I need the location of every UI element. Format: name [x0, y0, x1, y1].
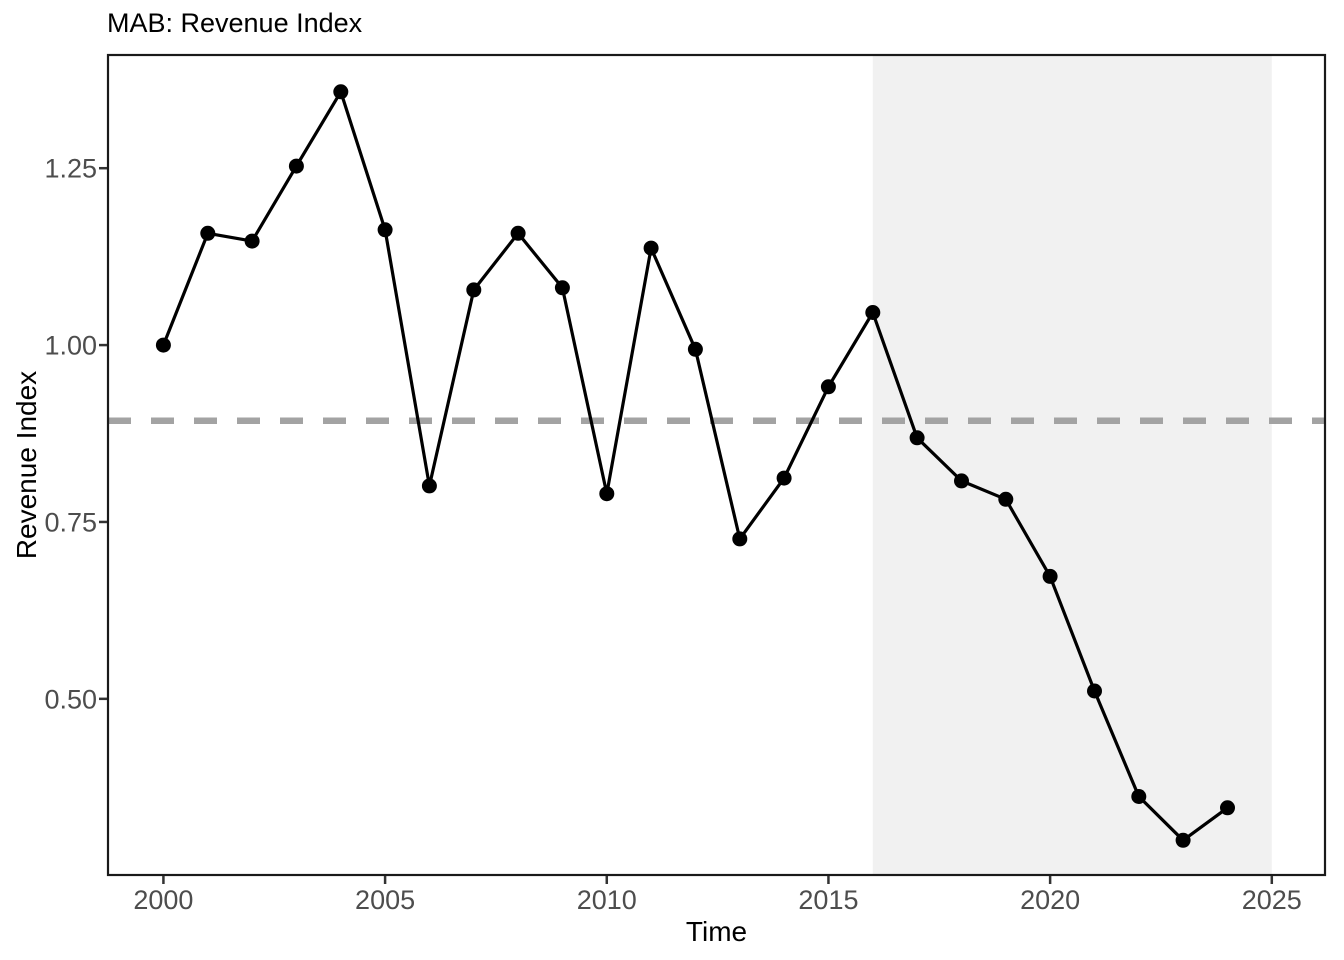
data-point — [1087, 683, 1102, 699]
data-point — [200, 225, 216, 241]
x-axis-tick-label: 2015 — [798, 885, 858, 915]
data-point — [1131, 789, 1147, 804]
x-axis-tick-label: 2000 — [133, 885, 193, 915]
data-point — [909, 430, 925, 446]
data-point — [333, 84, 349, 100]
panel-border — [106, 53, 1327, 877]
data-point — [954, 473, 969, 489]
x-axis-tick-label: 2010 — [577, 885, 637, 915]
data-point — [421, 478, 437, 494]
data-point — [599, 486, 615, 502]
data-point — [865, 305, 881, 320]
data-point — [776, 470, 792, 486]
data-point — [820, 379, 836, 395]
data-point — [1220, 800, 1235, 816]
chart-title: MAB: Revenue Index — [107, 8, 363, 38]
data-point — [288, 158, 304, 174]
data-point — [377, 222, 393, 238]
y-axis-title: Revenue Index — [11, 370, 42, 560]
data-point — [732, 531, 748, 547]
data-point — [687, 341, 703, 357]
x-axis-tick-label: 2025 — [1242, 885, 1302, 915]
data-point — [554, 280, 570, 296]
data-point — [155, 337, 171, 353]
y-axis-tick-label: 0.75 — [44, 507, 97, 537]
data-point — [1175, 832, 1191, 848]
x-axis-tick-label: 2020 — [1020, 885, 1080, 915]
shaded-region — [872, 55, 1272, 875]
data-point — [1042, 568, 1058, 584]
y-axis-tick-label: 0.50 — [44, 684, 97, 714]
y-axis-tick-label: 1.00 — [44, 331, 97, 361]
data-point — [643, 240, 659, 256]
data-point — [510, 225, 526, 241]
x-axis-tick-label: 2005 — [355, 885, 415, 915]
data-point — [466, 282, 482, 298]
x-axis-title: Time — [685, 916, 748, 947]
data-point — [244, 233, 260, 249]
y-axis-tick-label: 1.25 — [44, 154, 97, 184]
data-point — [998, 491, 1014, 507]
